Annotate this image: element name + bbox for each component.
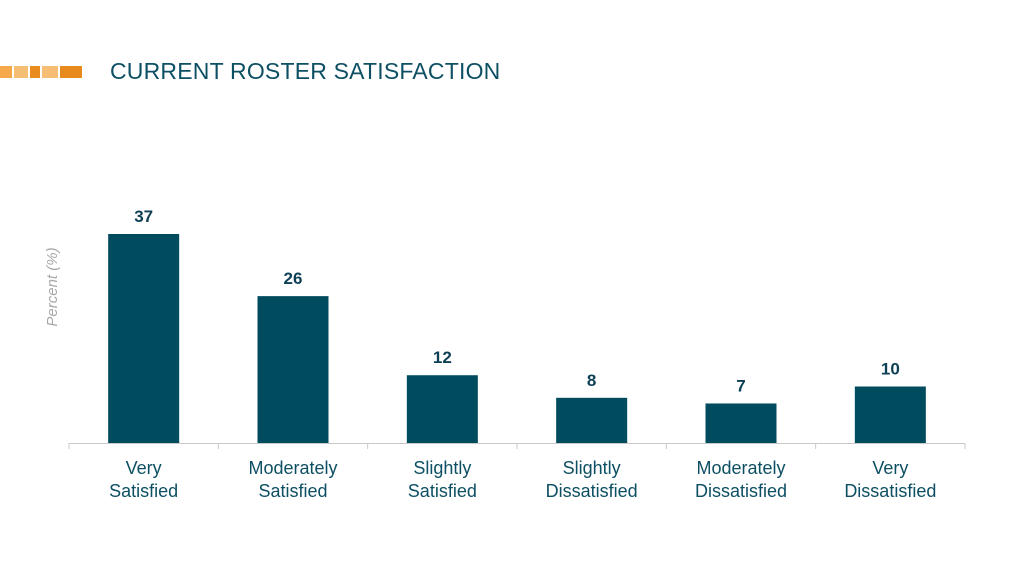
data-label: 26 <box>284 269 303 288</box>
bar <box>257 296 329 443</box>
data-label: 7 <box>736 376 745 395</box>
x-tick-label: Very Satisfied <box>109 458 178 501</box>
data-label: 12 <box>433 348 452 367</box>
x-tick-label: Slightly Dissatisfied <box>546 458 638 501</box>
bar <box>406 375 478 443</box>
x-tick-label: Moderately Satisfied <box>248 458 337 501</box>
x-tick-label: Moderately Dissatisfied <box>695 458 787 501</box>
data-label: 10 <box>881 360 900 379</box>
bars-group: 37 26 12 8 7 10 <box>108 207 926 443</box>
accent-strip <box>0 66 82 78</box>
x-axis: Very Satisfied Moderately Satisfied Slightly… <box>68 443 966 501</box>
page-title: CURRENT ROSTER SATISFACTION <box>110 58 501 84</box>
x-tick-label: Slightly Satisfied <box>408 458 477 501</box>
bar <box>556 397 628 443</box>
bar <box>705 403 777 443</box>
bar <box>854 386 926 443</box>
bar <box>108 234 180 443</box>
y-axis-label: Percent (%) <box>44 247 61 326</box>
data-label: 37 <box>134 207 153 226</box>
x-tick-label: Very Dissatisfied <box>844 458 936 501</box>
data-label: 8 <box>587 371 596 390</box>
